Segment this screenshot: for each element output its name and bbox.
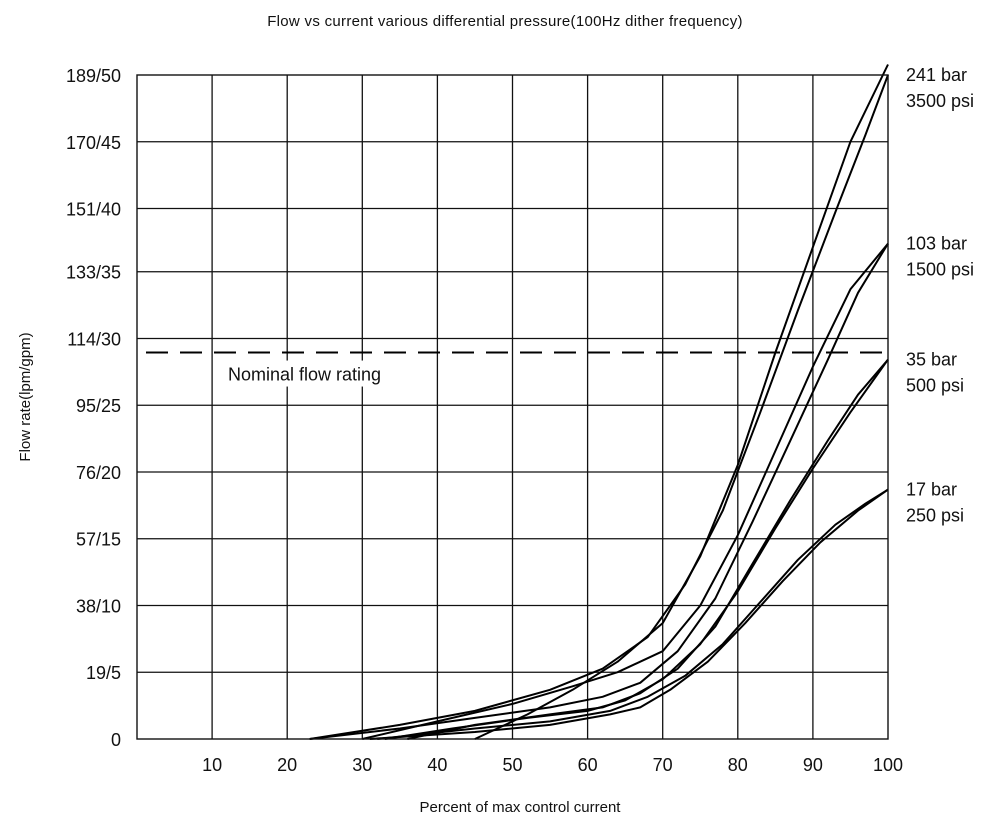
grid	[137, 75, 888, 739]
x-tick-label: 90	[803, 755, 823, 775]
curve-label: 1500 psi	[906, 260, 974, 280]
x-tick-label: 70	[653, 755, 673, 775]
y-axis-title: Flow rate(lpm/gpm)	[17, 332, 34, 461]
nominal-flow-label-background	[222, 360, 432, 387]
curve-label: 35 bar	[906, 350, 957, 370]
y-tick-label: 76/20	[76, 463, 121, 483]
y-tick-label: 189/50	[66, 66, 121, 86]
x-tick-label: 100	[873, 755, 903, 775]
x-tick-label: 30	[352, 755, 372, 775]
x-tick-label: 40	[427, 755, 447, 775]
y-tick-label: 95/25	[76, 396, 121, 416]
y-tick-label: 19/5	[86, 663, 121, 683]
x-tick-label: 50	[502, 755, 522, 775]
curve-label: 103 bar	[906, 234, 967, 254]
y-tick-label: 57/15	[76, 530, 121, 550]
y-tick-label: 0	[111, 730, 121, 750]
flow-curve-7	[377, 488, 889, 740]
curve-label: 3500 psi	[906, 91, 974, 111]
curve-label: 17 bar	[906, 480, 957, 500]
chart-title: Flow vs current various differential pre…	[267, 13, 743, 30]
flow-curve-4	[309, 243, 889, 740]
x-tick-label: 80	[728, 755, 748, 775]
y-tick-labels: 0 19/5 38/10 57/15 76/20 95/25 114/30 133/35 151…	[66, 66, 121, 750]
y-tick-label: 170/45	[66, 133, 121, 153]
y-tick-label: 133/35	[66, 263, 121, 283]
x-axis-title: Percent of max control current	[420, 799, 622, 816]
flow-curve-8	[369, 488, 889, 740]
x-tick-label: 10	[202, 755, 222, 775]
curves	[309, 64, 889, 740]
curve-labels: 241 bar 3500 psi 103 bar 1500 psi 35 bar 500 …	[906, 65, 974, 526]
plot-frame	[136, 74, 889, 740]
y-tick-label: 114/30	[67, 329, 121, 349]
x-tick-label: 60	[578, 755, 598, 775]
curve-label: 250 psi	[906, 506, 964, 526]
flow-curve-2	[309, 74, 889, 740]
curve-label: 241 bar	[906, 65, 967, 85]
curve-label: 500 psi	[906, 376, 964, 396]
nominal-flow-label: Nominal flow rating	[228, 365, 381, 385]
flow-curve-3	[362, 242, 889, 740]
x-tick-labels: 10 20 30 40 50 60 70 80 90 100	[202, 755, 903, 775]
y-tick-label: 38/10	[76, 596, 121, 616]
flow-curve-5	[407, 358, 889, 740]
y-tick-label: 151/40	[66, 200, 121, 220]
flow-curve-6	[384, 359, 889, 740]
x-tick-label: 20	[277, 755, 297, 775]
flow-curve-1	[474, 64, 889, 740]
